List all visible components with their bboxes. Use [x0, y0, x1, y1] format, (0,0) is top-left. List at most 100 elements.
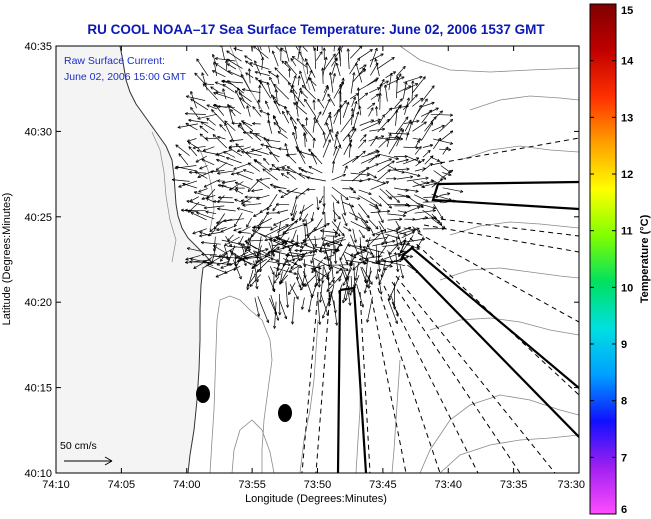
current-vector-head — [247, 239, 252, 241]
current-vector — [415, 139, 420, 148]
current-vector-head — [422, 238, 426, 241]
current-vector — [384, 107, 393, 116]
current-vector-head — [323, 256, 327, 259]
current-vector — [330, 291, 337, 314]
current-vector-head — [340, 81, 344, 84]
current-vector — [405, 121, 413, 141]
current-vector-head — [409, 121, 413, 125]
current-vector-head — [229, 262, 233, 265]
current-vector — [359, 119, 374, 126]
current-vector — [369, 47, 378, 68]
current-vector — [192, 145, 206, 149]
current-vector — [295, 189, 308, 199]
current-vector-head — [223, 151, 226, 155]
current-vector-head — [249, 130, 252, 135]
current-vector-head — [348, 292, 352, 296]
current-vector-head — [309, 250, 313, 253]
current-vector — [284, 60, 298, 76]
current-vector-head — [328, 267, 331, 271]
current-vector — [376, 169, 391, 182]
current-vector-head — [256, 179, 259, 183]
current-vector — [218, 246, 237, 258]
current-vector-head — [184, 208, 188, 211]
current-vector-head — [324, 250, 328, 254]
current-vector-head — [356, 101, 358, 105]
current-vector-head — [386, 181, 390, 185]
current-vector-head — [188, 211, 192, 213]
current-vector-head — [429, 144, 433, 146]
current-vector-head — [273, 83, 277, 86]
current-vector-head — [236, 207, 240, 211]
current-vector-head — [399, 127, 403, 130]
current-vector-head — [331, 160, 335, 164]
current-vector-head — [348, 302, 351, 306]
current-vector — [411, 97, 424, 107]
current-vector-head — [337, 217, 341, 220]
current-vector-head — [258, 84, 261, 88]
current-vector-head — [274, 325, 277, 329]
current-vector — [190, 212, 207, 221]
current-vector — [335, 134, 342, 149]
current-vector-head — [295, 146, 299, 149]
current-vector — [439, 193, 451, 196]
current-vector-head — [295, 243, 298, 247]
current-vector-head — [399, 258, 403, 260]
current-vector-head — [199, 125, 203, 127]
current-vector — [265, 246, 280, 256]
current-vector — [349, 212, 369, 223]
current-vector-head — [288, 269, 291, 273]
current-vector-head — [366, 243, 369, 247]
current-vector-head — [366, 216, 370, 219]
current-vector — [313, 257, 334, 269]
current-vector-head — [334, 234, 338, 237]
current-vector — [387, 164, 397, 171]
current-vector-head — [357, 196, 361, 200]
current-vector — [235, 143, 252, 158]
current-vector — [174, 165, 197, 169]
current-vector-head — [237, 230, 241, 233]
current-vector-head — [217, 199, 219, 203]
current-vector-head — [364, 64, 367, 68]
current-vector-head — [226, 50, 229, 54]
current-vector — [338, 264, 349, 271]
current-vector-head — [268, 253, 271, 257]
current-vector — [331, 194, 340, 204]
current-vector — [367, 172, 377, 179]
current-vector-head — [184, 113, 188, 116]
current-vector — [404, 171, 421, 177]
current-vector-head — [338, 291, 342, 294]
current-vector — [327, 93, 336, 107]
current-vector-head — [287, 304, 290, 308]
current-vector — [308, 148, 323, 165]
current-vector — [368, 267, 371, 289]
current-vector-head — [350, 143, 352, 147]
current-vector-head — [326, 243, 330, 247]
current-vector-head — [251, 189, 255, 192]
x-tick-label: 73:45 — [369, 479, 397, 491]
current-vector — [322, 236, 346, 246]
current-vector-head — [286, 189, 290, 192]
current-vector — [365, 261, 368, 283]
current-vector — [338, 46, 341, 61]
current-vector — [203, 180, 218, 188]
current-vector — [185, 259, 212, 263]
current-vector — [218, 197, 233, 199]
current-vector-head — [370, 49, 373, 53]
current-vector-head — [184, 209, 188, 212]
current-vector-head — [286, 110, 290, 113]
current-vector-head — [242, 243, 246, 246]
current-vector — [387, 298, 398, 324]
current-vector — [387, 195, 410, 198]
current-vector — [358, 139, 367, 149]
current-vector-head — [281, 60, 285, 63]
current-vector — [361, 266, 373, 285]
current-vector-head — [276, 210, 280, 214]
current-vector-head — [334, 145, 337, 149]
current-vector-head — [263, 137, 267, 140]
current-vector-head — [335, 260, 338, 264]
current-vector-head — [288, 82, 292, 85]
current-vector-head — [449, 143, 453, 145]
current-vector-head — [244, 55, 248, 57]
current-vector — [396, 85, 412, 94]
current-vector-head — [321, 67, 323, 71]
